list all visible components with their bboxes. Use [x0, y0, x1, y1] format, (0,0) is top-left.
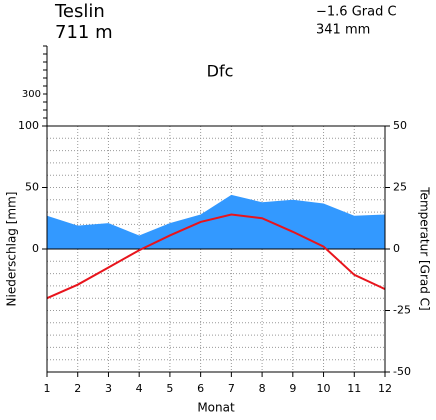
y2-tick-label: 25	[393, 181, 407, 194]
x-tick-label: 12	[378, 382, 392, 395]
y2-tick-label: -25	[393, 304, 411, 317]
x-label: Monat	[197, 401, 235, 415]
climate-class: Dfc	[207, 62, 234, 81]
x-tick-label: 11	[347, 382, 361, 395]
y2-label: Temperatur [Grad C]	[418, 186, 432, 310]
y2-tick-label: 50	[393, 119, 407, 132]
y-tick-label: 100	[18, 119, 39, 132]
y-tick-label: 50	[25, 181, 39, 194]
y-label: Niederschlag [mm]	[5, 192, 19, 307]
x-tick-label: 8	[259, 382, 266, 395]
x-tick-label: 2	[74, 382, 81, 395]
precipitation-area	[47, 194, 385, 249]
x-tick-label: 4	[136, 382, 143, 395]
x-tick-label: 9	[289, 382, 296, 395]
x-tick-label: 1	[44, 382, 51, 395]
x-tick-label: 7	[228, 382, 235, 395]
x-tick-label: 10	[317, 382, 331, 395]
x-tick-label: 3	[105, 382, 112, 395]
x-tick-label: 6	[197, 382, 204, 395]
x-tick-label: 5	[166, 382, 173, 395]
y2-tick-label: -50	[393, 365, 411, 378]
y-tick-label: 0	[32, 242, 39, 255]
mean-temperature: −1.6 Grad C	[316, 5, 397, 20]
upper-tick-label: 300	[22, 89, 41, 100]
annual-precipitation: 341 mm	[316, 23, 370, 38]
elevation: 711 m	[55, 22, 113, 43]
temperature-line	[46, 213, 386, 300]
station: Teslin	[54, 1, 105, 22]
y2-tick-label: 0	[393, 242, 400, 255]
